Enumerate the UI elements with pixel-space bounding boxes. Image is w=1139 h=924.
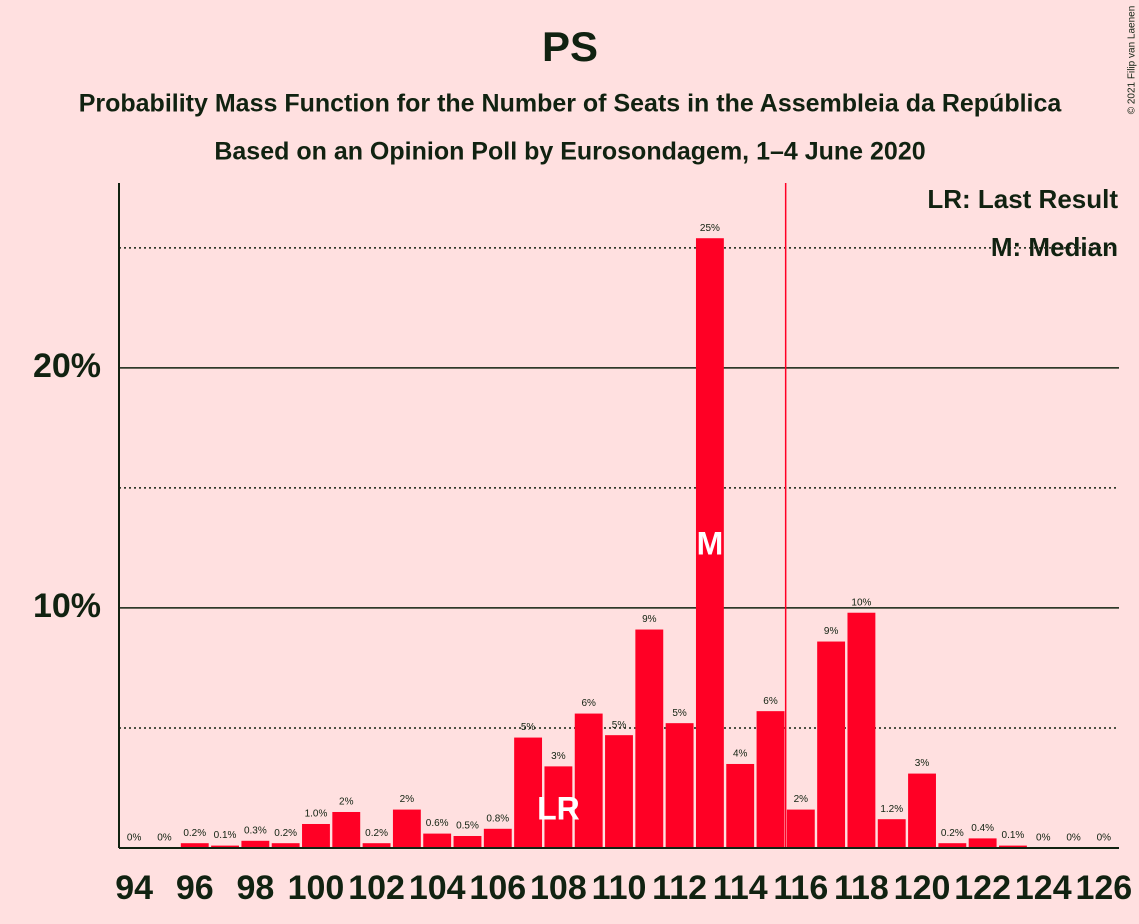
value-label: 2% bbox=[794, 794, 809, 805]
x-tick-label: 102 bbox=[348, 869, 405, 907]
value-label: 0.1% bbox=[214, 830, 237, 841]
x-tick-label: 126 bbox=[1075, 869, 1132, 907]
value-label: 5% bbox=[672, 708, 687, 719]
bar bbox=[877, 819, 906, 848]
bar bbox=[332, 811, 361, 848]
value-label: 3% bbox=[551, 751, 566, 762]
bar bbox=[392, 809, 421, 848]
x-tick-label: 114 bbox=[713, 869, 768, 907]
value-label: 0.5% bbox=[456, 821, 479, 832]
bar bbox=[817, 641, 846, 848]
bar bbox=[544, 766, 573, 848]
bar bbox=[271, 843, 300, 848]
credit: © 2021 Filip van Laenen bbox=[1127, 6, 1138, 115]
value-label: 0% bbox=[157, 833, 172, 844]
value-label: 0.1% bbox=[1002, 830, 1025, 841]
bar bbox=[756, 711, 785, 848]
bar bbox=[180, 843, 209, 848]
x-tick-label: 112 bbox=[652, 869, 707, 907]
bar bbox=[453, 835, 482, 848]
value-label: 0.6% bbox=[426, 818, 449, 829]
bar bbox=[574, 713, 603, 848]
bar bbox=[302, 823, 330, 848]
value-label: 6% bbox=[581, 698, 596, 709]
value-label: 0.2% bbox=[274, 828, 297, 839]
y-tick-label: 20% bbox=[33, 347, 101, 385]
value-label: 0.2% bbox=[365, 828, 388, 839]
value-label: 1.0% bbox=[305, 809, 328, 820]
x-tick-label: 118 bbox=[834, 869, 889, 907]
value-label: 2% bbox=[339, 797, 354, 808]
x-tick-label: 124 bbox=[1015, 869, 1072, 907]
x-tick-label: 94 bbox=[115, 869, 153, 907]
x-tick-label: 98 bbox=[236, 869, 274, 907]
y-tick-label: 10% bbox=[33, 587, 101, 625]
bar bbox=[483, 828, 512, 848]
value-label: 9% bbox=[824, 626, 839, 637]
chart-subtitle: Based on an Opinion Poll by Eurosondagem… bbox=[214, 138, 925, 166]
value-label: 2% bbox=[400, 794, 415, 805]
bar bbox=[514, 737, 543, 848]
value-label: 0.3% bbox=[244, 825, 267, 836]
value-label: 0% bbox=[1036, 833, 1051, 844]
value-label: 0.2% bbox=[183, 828, 206, 839]
x-tick-label: 116 bbox=[773, 869, 828, 907]
bar bbox=[938, 843, 967, 848]
value-label: 0% bbox=[127, 833, 142, 844]
x-tick-label: 106 bbox=[469, 869, 526, 907]
bar bbox=[908, 773, 936, 848]
bar bbox=[362, 843, 391, 848]
bar bbox=[726, 763, 755, 848]
x-tick-label: 100 bbox=[288, 869, 345, 907]
value-label: 10% bbox=[851, 597, 871, 608]
chart-subtitle: Probability Mass Function for the Number… bbox=[79, 90, 1063, 118]
value-label: 9% bbox=[642, 614, 657, 625]
chart-title: PS bbox=[542, 23, 598, 70]
value-label: 5% bbox=[521, 722, 536, 733]
bar bbox=[786, 809, 815, 848]
bar bbox=[999, 845, 1027, 848]
median-marker: M bbox=[697, 525, 724, 561]
legend-entry: M: Median bbox=[991, 232, 1118, 262]
bar bbox=[423, 833, 452, 848]
last-result-marker: LR bbox=[537, 790, 580, 826]
value-label: 0.8% bbox=[486, 813, 509, 824]
bar bbox=[968, 838, 997, 848]
value-label: 25% bbox=[700, 223, 720, 234]
x-tick-label: 120 bbox=[894, 869, 951, 907]
value-label: 0.2% bbox=[941, 828, 964, 839]
bar bbox=[695, 238, 724, 848]
bar bbox=[241, 840, 270, 848]
bar bbox=[635, 629, 664, 848]
value-label: 4% bbox=[733, 749, 748, 760]
value-label: 0.4% bbox=[971, 823, 994, 834]
x-tick-label: 110 bbox=[592, 869, 647, 907]
bar bbox=[605, 735, 633, 848]
value-label: 5% bbox=[612, 720, 627, 731]
bar bbox=[847, 612, 876, 848]
bar bbox=[665, 723, 694, 848]
x-tick-label: 108 bbox=[530, 869, 587, 907]
value-label: 3% bbox=[915, 758, 930, 769]
value-label: 6% bbox=[763, 696, 778, 707]
value-label: 0% bbox=[1097, 833, 1112, 844]
x-tick-label: 122 bbox=[954, 869, 1011, 907]
x-tick-label: 96 bbox=[176, 869, 214, 907]
legend-entry: LR: Last Result bbox=[927, 184, 1118, 214]
value-label: 1.2% bbox=[880, 804, 903, 815]
bar bbox=[211, 845, 239, 848]
value-label: 0% bbox=[1066, 833, 1081, 844]
x-tick-label: 104 bbox=[409, 869, 466, 907]
